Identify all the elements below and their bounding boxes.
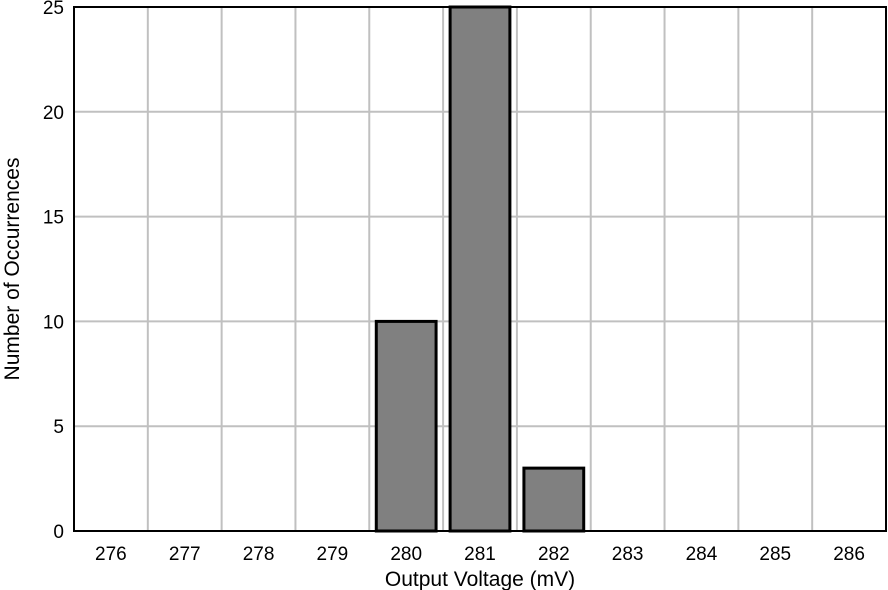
bar-282 bbox=[522, 466, 586, 533]
x-tick-label: 286 bbox=[833, 544, 865, 565]
y-tick-label: 25 bbox=[43, 0, 64, 19]
y-axis-title: Number of Occurrences bbox=[1, 158, 24, 381]
bar-280 bbox=[374, 319, 438, 533]
plot-frame bbox=[73, 6, 887, 532]
x-tick-label: 278 bbox=[243, 544, 275, 565]
y-tick-labels: 0 5 10 15 20 25 bbox=[43, 0, 64, 543]
y-tick-label: 15 bbox=[43, 208, 64, 229]
x-tick-label: 283 bbox=[612, 544, 644, 565]
bar-281 bbox=[448, 5, 512, 533]
y-tick-label: 20 bbox=[43, 103, 64, 124]
x-axis-title: Output Voltage (mV) bbox=[385, 568, 575, 590]
x-tick-label: 279 bbox=[317, 544, 349, 565]
x-tick-label: 280 bbox=[390, 544, 422, 565]
x-tick-label: 282 bbox=[538, 544, 570, 565]
x-tick-label: 276 bbox=[95, 544, 127, 565]
x-tick-label: 285 bbox=[759, 544, 791, 565]
x-tick-labels: 276 277 278 279 280 281 282 283 284 285 286 bbox=[95, 544, 865, 565]
bars bbox=[374, 5, 586, 533]
y-tick-label: 0 bbox=[53, 522, 64, 543]
y-tick-label: 5 bbox=[53, 417, 64, 438]
y-tick-label: 10 bbox=[43, 312, 64, 333]
x-tick-label: 284 bbox=[686, 544, 718, 565]
x-tick-label: 277 bbox=[169, 544, 201, 565]
x-tick-label: 281 bbox=[464, 544, 496, 565]
